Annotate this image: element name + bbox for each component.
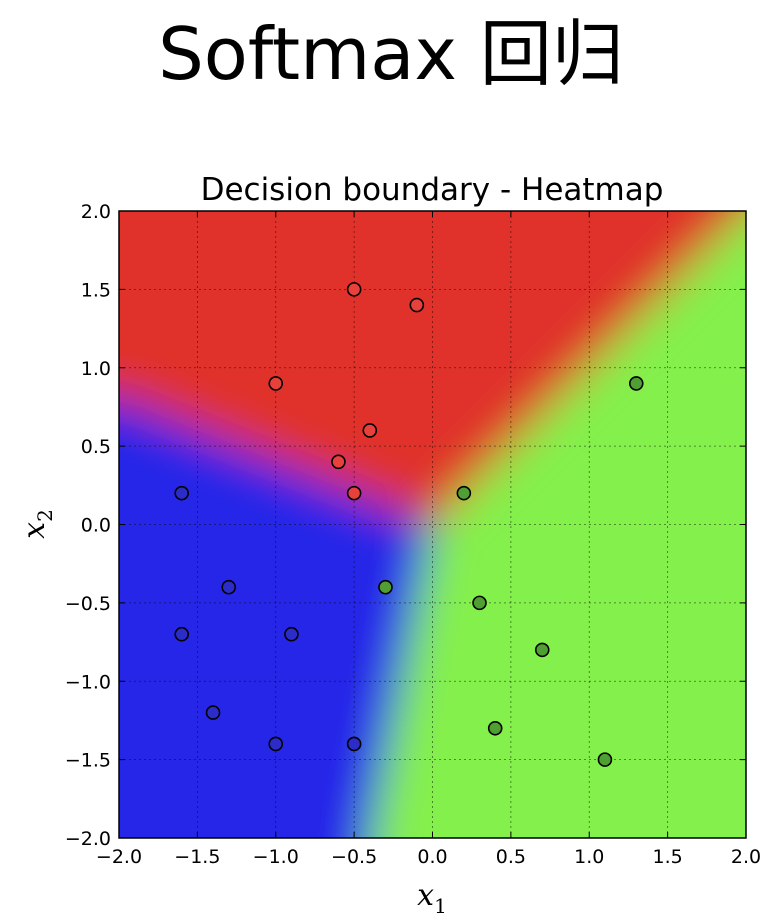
green-class-region bbox=[369, 211, 746, 838]
red-point bbox=[331, 454, 346, 470]
x-tick-label: −1.5 bbox=[174, 846, 220, 868]
y-tick-label: 1.0 bbox=[81, 358, 111, 380]
x-tick-label: −0.5 bbox=[331, 846, 377, 868]
blue-point bbox=[284, 626, 299, 642]
y-tick-label: −0.5 bbox=[65, 593, 111, 615]
red-point bbox=[346, 282, 362, 297]
blue-point bbox=[221, 579, 237, 595]
green-point bbox=[378, 579, 393, 595]
y-tick-label: 2.0 bbox=[81, 201, 111, 223]
decision-regions bbox=[119, 211, 746, 838]
blue-point bbox=[268, 736, 284, 752]
y-tick-label: −1.0 bbox=[65, 671, 111, 693]
data-points bbox=[174, 282, 644, 767]
red-point bbox=[362, 423, 378, 438]
green-point bbox=[487, 720, 503, 736]
green-point bbox=[628, 376, 644, 391]
y-axis-ticks: −2.0 −1.5 −1.0 −0.5 0.0 0.5 1.0 1.5 2.0 bbox=[65, 201, 746, 850]
red-point bbox=[268, 376, 284, 391]
blue-point bbox=[346, 736, 362, 752]
x-tick-label: 0.5 bbox=[496, 846, 526, 868]
chart-title: Decision boundary - Heatmap bbox=[201, 172, 664, 208]
green-point bbox=[597, 752, 613, 767]
x-tick-label: 0.0 bbox=[417, 846, 447, 868]
red-point bbox=[346, 485, 362, 501]
y-axis-label: x2 bbox=[17, 509, 57, 539]
y-tick-label: 0.5 bbox=[81, 436, 111, 458]
y-tick-label: 0.0 bbox=[81, 515, 111, 537]
blue-point bbox=[174, 626, 189, 642]
y-tick-label: 1.5 bbox=[81, 279, 111, 301]
x-tick-label: −1.0 bbox=[253, 846, 299, 868]
x-axis-ticks: −2.0 −1.5 −1.0 −0.5 0.0 0.5 1.0 1.5 2.0 bbox=[96, 211, 761, 868]
x-tick-label: 2.0 bbox=[731, 846, 761, 868]
blue-class-region bbox=[119, 399, 433, 838]
green-point bbox=[534, 642, 550, 658]
x-tick-label: 1.0 bbox=[574, 846, 604, 868]
page-title: Softmax 回归 bbox=[158, 12, 624, 96]
x-axis-label: x1 bbox=[417, 878, 447, 918]
x-tick-label: −2.0 bbox=[96, 846, 142, 868]
blue-point bbox=[205, 705, 221, 720]
red-point bbox=[409, 297, 425, 313]
green-point bbox=[456, 485, 472, 501]
x-tick-label: 1.5 bbox=[653, 846, 683, 868]
y-tick-label: −1.5 bbox=[65, 750, 111, 772]
green-point bbox=[472, 595, 487, 611]
y-tick-label: −2.0 bbox=[65, 828, 111, 850]
blue-point bbox=[174, 485, 189, 501]
